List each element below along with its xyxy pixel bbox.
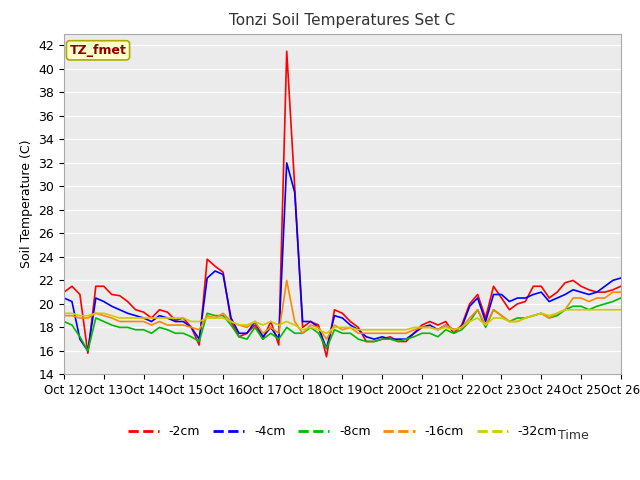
Title: Tonzi Soil Temperatures Set C: Tonzi Soil Temperatures Set C [229,13,456,28]
Legend: -2cm, -4cm, -8cm, -16cm, -32cm: -2cm, -4cm, -8cm, -16cm, -32cm [123,420,562,443]
Text: Time: Time [558,429,589,442]
Text: TZ_fmet: TZ_fmet [70,44,127,57]
Y-axis label: Soil Temperature (C): Soil Temperature (C) [20,140,33,268]
